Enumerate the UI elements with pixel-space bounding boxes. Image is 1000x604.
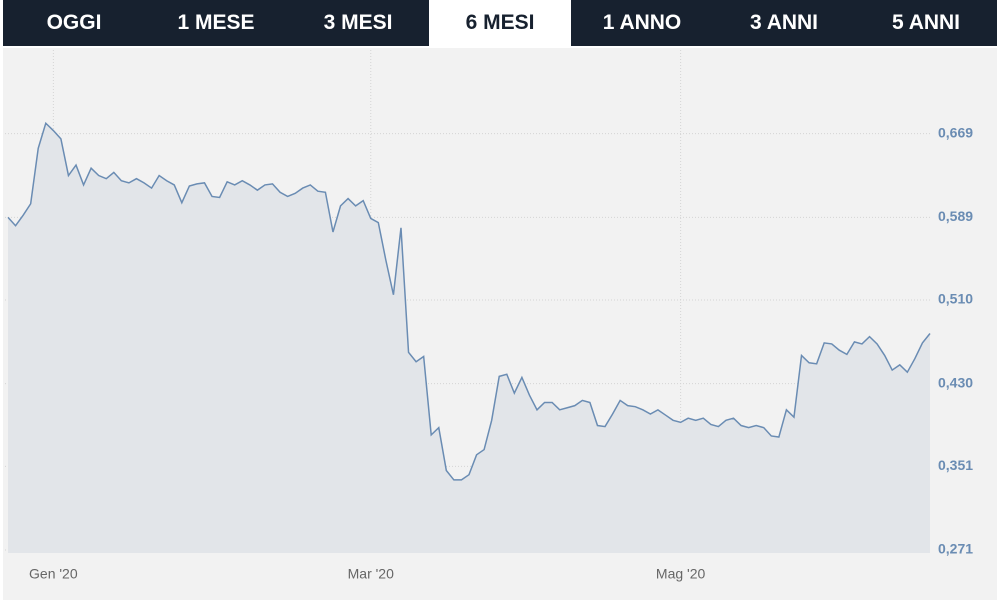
range-tab[interactable]: 5 ANNI (891, 11, 961, 34)
y-tick-label: 0,271 (938, 541, 973, 557)
range-tab[interactable]: 6 MESI (429, 0, 571, 46)
x-tick-label: Gen '20 (29, 566, 78, 582)
price-line (7, 121, 931, 481)
y-tick-label: 0,430 (938, 374, 973, 390)
range-tab[interactable]: OGGI (46, 11, 102, 34)
y-tick-label: 0,589 (938, 208, 973, 224)
y-tick-label: 0,351 (938, 457, 973, 473)
y-tick-label: 0,510 (938, 291, 973, 307)
y-tick-label: 0,669 (938, 124, 973, 140)
range-tab[interactable]: 1 ANNO (602, 11, 682, 34)
x-tick-label: Mar '20 (348, 566, 394, 582)
area-fill (8, 123, 930, 553)
x-tick-label: Mag '20 (656, 566, 706, 582)
range-tab[interactable]: 1 MESE (177, 11, 255, 34)
range-tab[interactable]: 3 ANNI (749, 11, 819, 34)
range-tabs: OGGI 1 MESE 3 MESI 6 MESI 1 ANNO 3 ANNI 5 ANNI (3, 0, 997, 46)
range-tab[interactable]: 3 MESI (323, 11, 393, 34)
